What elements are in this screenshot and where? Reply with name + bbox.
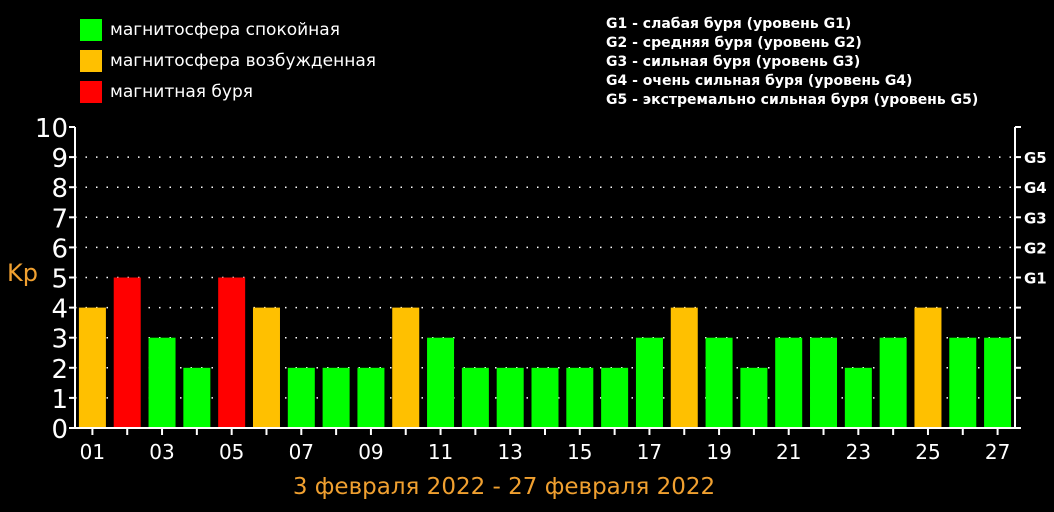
right-tick-label-G2: G2: [1024, 239, 1047, 257]
bar-day-24: [879, 337, 907, 428]
x-tick-label-27: 27: [985, 440, 1010, 464]
bar-day-13: [496, 367, 524, 428]
bar-day-7: [287, 367, 315, 428]
right-tick-label-G4: G4: [1024, 179, 1047, 197]
color-legend: магнитосфера спокойная магнитосфера возб…: [80, 14, 376, 107]
storm-level-legend: G1 - слабая буря (уровень G1) G2 - средн…: [606, 15, 978, 110]
x-tick-label-19: 19: [706, 440, 731, 464]
y-tick-label-9: 9: [51, 144, 68, 174]
bar-day-18: [670, 307, 698, 428]
bar-day-23: [844, 367, 872, 428]
legend-label-active: магнитосфера возбужденная: [110, 50, 376, 71]
axes: [69, 126, 1021, 435]
bar-day-9: [357, 367, 385, 428]
bar-day-16: [601, 367, 629, 428]
x-tick-label-03: 03: [149, 440, 174, 464]
bar-day-11: [427, 337, 455, 428]
bar-day-12: [461, 367, 489, 428]
y-tick-label-7: 7: [51, 204, 68, 234]
y-axis-label: Kp: [7, 259, 38, 287]
x-tick-label-11: 11: [428, 440, 453, 464]
bar-day-26: [949, 337, 977, 428]
y-tick-label-10: 10: [35, 114, 68, 144]
g-legend-g1: G1 - слабая буря (уровень G1): [606, 16, 852, 32]
bar-day-10: [392, 307, 420, 428]
g-legend-g3: G3 - сильная буря (уровень G3): [606, 54, 861, 70]
y-tick-label-6: 6: [51, 234, 68, 264]
bar-day-6: [252, 307, 280, 428]
g-legend-g2: G2 - средняя буря (уровень G2): [606, 35, 862, 51]
bar-day-22: [810, 337, 838, 428]
right-tick-label-G5: G5: [1024, 149, 1047, 167]
right-tick-label-G1: G1: [1024, 270, 1047, 288]
x-tick-label-07: 07: [289, 440, 314, 464]
x-tick-label-25: 25: [915, 440, 940, 464]
right-tick-label-G3: G3: [1024, 209, 1047, 227]
right-tick-labels: G1 G2 G3 G4 G5: [1024, 149, 1047, 287]
bar-day-20: [740, 367, 768, 428]
grid-lines: [75, 156, 1015, 399]
bar-day-1: [78, 307, 106, 428]
bar-day-21: [775, 337, 803, 428]
x-tick-labels: 01 03 05 07 09 11 13 15 17 19 21 23 25 27: [80, 440, 1011, 464]
bar-day-15: [566, 367, 594, 428]
g-legend-g5: G5 - экстремально сильная буря (уровень …: [606, 92, 979, 108]
bar-day-5: [218, 277, 246, 428]
legend-item-storm: магнитная буря: [80, 76, 376, 107]
bar-day-17: [635, 337, 663, 428]
x-tick-label-23: 23: [846, 440, 871, 464]
y-tick-label-8: 8: [51, 174, 68, 204]
legend-label-storm: магнитная буря: [110, 81, 253, 102]
bar-day-3: [148, 337, 176, 428]
legend-item-active: магнитосфера возбужденная: [80, 45, 376, 76]
y-tick-label-2: 2: [51, 355, 68, 385]
bar-day-8: [322, 367, 350, 428]
y-tick-label-5: 5: [51, 265, 68, 295]
y-tick-label-4: 4: [51, 295, 68, 325]
x-tick-label-13: 13: [497, 440, 522, 464]
chart-title: 3 февраля 2022 - 27 февраля 2022: [292, 474, 716, 500]
bars: [78, 277, 1012, 428]
x-tick-label-09: 09: [358, 440, 383, 464]
legend-swatch-storm: [80, 80, 102, 103]
legend-swatch-quiet: [80, 18, 102, 41]
y-tick-label-1: 1: [51, 385, 68, 415]
legend-label-quiet: магнитосфера спокойная: [110, 19, 340, 40]
bar-day-27: [984, 337, 1012, 428]
x-tick-label-05: 05: [219, 440, 244, 464]
x-tick-label-17: 17: [637, 440, 662, 464]
g-legend-g4: G4 - очень сильная буря (уровень G4): [606, 73, 913, 89]
bar-day-4: [183, 367, 211, 428]
x-tick-label-15: 15: [567, 440, 592, 464]
bar-day-25: [914, 307, 942, 428]
y-tick-label-0: 0: [51, 415, 68, 445]
x-tick-label-21: 21: [776, 440, 801, 464]
legend-item-quiet: магнитосфера спокойная: [80, 14, 376, 45]
bar-day-19: [705, 337, 733, 428]
x-tick-label-01: 01: [80, 440, 105, 464]
legend-swatch-active: [80, 49, 102, 72]
y-tick-label-3: 3: [51, 325, 68, 355]
bar-day-14: [531, 367, 559, 428]
bar-day-2: [113, 277, 141, 428]
